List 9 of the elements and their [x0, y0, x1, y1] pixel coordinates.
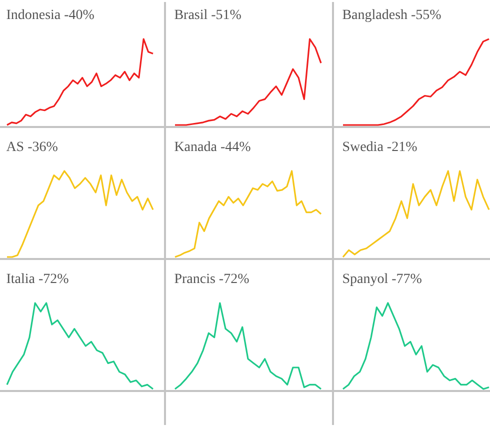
chart-title: Brasil -51% — [174, 8, 242, 24]
chart-title: Swedia -21% — [342, 140, 418, 156]
chart-title: Prancis -72% — [174, 272, 250, 288]
chart-title: AS -36% — [6, 140, 58, 156]
chart-title: Kanada -44% — [174, 140, 252, 156]
chart-title: Italia -72% — [6, 272, 70, 288]
chart-title: Indonesia -40% — [6, 8, 95, 24]
chart-title: Bangladesh -55% — [342, 8, 442, 24]
chart-title: Spanyol -77% — [342, 272, 422, 288]
